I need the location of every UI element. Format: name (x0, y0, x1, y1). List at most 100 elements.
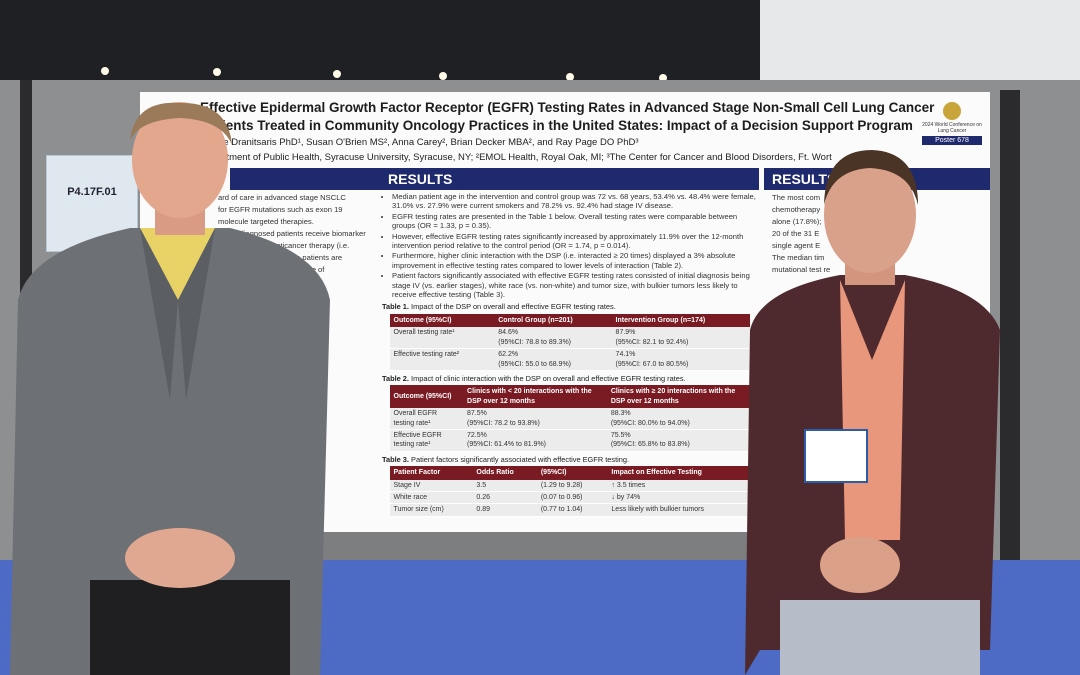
table-cell: (0.77 to 1.04) (536, 503, 608, 517)
bullet: Patient factors significantly associated… (392, 271, 758, 299)
sign-code: P4.17F.01 (67, 186, 117, 198)
column-line: single agent E (772, 241, 821, 250)
cell-line: 87.9% (615, 329, 636, 337)
cell-line: 75.5% (610, 431, 631, 439)
column-line: The most com (772, 193, 821, 202)
data-table: Outcome (95%CI) Clinics with < 20 interac… (389, 385, 751, 452)
table-cell: Stage IV (389, 479, 473, 492)
data-table: Outcome (95%CI) Control Group (n=201) Inte… (389, 313, 751, 371)
table-cell: 75.5% (95%CI: 65.8% to 83.8%) (606, 429, 751, 452)
cell-line: (95%CI: 80.0% to 94.0%) (610, 419, 690, 427)
conference-badge: 2024 World Conference on Lung Cancer Pos… (922, 102, 982, 145)
column-line: for EGFR mutations such as exon 19 (218, 205, 343, 214)
cell-line: Overall EGFR testing rate¹ (393, 410, 438, 427)
table-row: Overall EGFR testing rate¹ 87.5% (95%CI: 7… (389, 408, 751, 430)
header-row: Outcome (95%CI) Control Group (n=201) Inte… (389, 313, 751, 328)
poster-title: Effective Epidermal Growth Factor Recept… (200, 100, 935, 115)
cell-line: ↓ by 74% (611, 493, 641, 501)
table-caption-text: Patient factors significantly associated… (411, 454, 630, 464)
header-cell: Outcome (95%CI) (389, 385, 464, 409)
cell-line: Overall testing rate¹ (393, 329, 455, 337)
table-cell: 62.2% (95%CI: 55.0 to 68.9%) (494, 348, 612, 371)
header-cell: Control Group (n=201) (494, 313, 612, 328)
results-body: Median patient age in the intervention a… (382, 192, 758, 517)
table-cell: Effective testing rate² (389, 348, 495, 371)
conference-name: 2024 World Conference on Lung Cancer (922, 122, 982, 134)
header-cell: Clinics with < 20 interactions with the … (463, 385, 607, 409)
table-cell: 0.26 (472, 491, 537, 505)
bullet: Median patient age in the intervention a… (392, 192, 758, 211)
cell-line: 62.2% (498, 351, 519, 359)
table-cell: White race (389, 491, 473, 505)
side-sign: P4.17F.01 (46, 155, 138, 252)
table-cell: (1.29 to 9.28) (536, 479, 608, 492)
table-cell: Less likely with bulkier tumors (607, 503, 751, 517)
cell-line: 87.5% (467, 410, 487, 418)
bullet: However, effective EGFR testing rates si… (392, 232, 758, 251)
tables: Table 1. Impact of the DSP on overall an… (382, 302, 758, 517)
table-cell: ↑ 3.5 times (607, 479, 751, 492)
cell-line: (95%CI: 78.2 to 93.8%) (467, 419, 540, 427)
table-caption: Table 2. Impact of clinic interaction wi… (382, 374, 758, 383)
table-row: White race 0.26 (0.07 to 0.96) ↓ by 74% (389, 491, 751, 505)
header-cell: Intervention Group (n=174) (611, 313, 751, 328)
results-heading: RESULTS (380, 168, 759, 190)
header-cell: Patient Factor (389, 466, 473, 480)
cell-line: 0.26 (476, 493, 491, 501)
cell-line: (95%CI: 61.4% to 81.9%) (467, 441, 547, 449)
cell-line: (95%CI: 78.8 to 89.3%) (498, 338, 571, 346)
header-cell: Impact on Effective Testing (607, 466, 751, 480)
column-line: The median tim (772, 253, 825, 262)
right-column: The most com chemotherapy alone (17.8%); 20… (772, 192, 830, 276)
bullet: Furthermore, higher clinic interaction w… (392, 251, 758, 270)
table-label: Table 1. (382, 302, 409, 312)
cell-line: (1.29 to 9.28) (540, 481, 583, 489)
table-label: Table 2. (382, 373, 409, 383)
cell-line: Effective testing rate² (393, 351, 460, 359)
header-cell: Clinics with ≥ 20 interactions with the … (606, 385, 751, 409)
header-cell: Outcome (95%CI) (389, 313, 495, 328)
table-cell: Overall EGFR testing rate¹ (389, 408, 464, 430)
data-table: Patient Factor Odds Ratio (95%CI) Impact on… (389, 466, 751, 517)
cell-line: Stage IV (393, 481, 421, 489)
cell-line: Effective EGFR testing rate¹ (393, 431, 442, 449)
table-cell: Tumor size (cm) (389, 503, 473, 517)
table-cell: 87.5% (95%CI: 78.2 to 93.8%) (463, 408, 607, 430)
cell-line: (0.77 to 1.04) (540, 506, 583, 514)
table-caption: Table 3. Patient factors significantly a… (382, 455, 758, 464)
cell-line: (95%CI: 67.0 to 80.5%) (615, 360, 689, 368)
table-cell: 74.1% (95%CI: 67.0 to 80.5%) (611, 348, 751, 371)
column-line: ard of care in advanced stage NSCLC (218, 193, 346, 202)
table-cell: ↓ by 74% (607, 491, 751, 505)
authors: ge Dranitsaris PhD¹, Susan O'Brien MS², … (218, 137, 639, 148)
table-caption: Table 1. Impact of the DSP on overall an… (382, 302, 758, 311)
table-cell: 87.9% (95%CI: 82.1 to 92.4%) (611, 327, 751, 350)
cell-line: 84.6% (498, 329, 519, 337)
poster-number: Poster 678 (922, 136, 982, 145)
column-line: start of first-line anticancer therapy (… (218, 241, 350, 250)
bullet-list: Median patient age in the intervention a… (382, 192, 758, 299)
header-row: Patient Factor Odds Ratio (95%CI) Impact on… (389, 466, 751, 480)
cell-line: 3.5 (476, 481, 487, 489)
table-label: Table 3. (382, 454, 409, 464)
column-line: molecule targeted therapies. (218, 217, 314, 226)
column-line: mutational test re (772, 265, 831, 274)
cell-line: (95%CI: 65.8% to 83.8%) (610, 441, 690, 449)
bullet: EGFR testing rates are presented in the … (392, 212, 758, 231)
table-cell: 88.3% (95%CI: 80.0% to 94.0%) (606, 408, 751, 430)
column-line: newly diagnosed patients receive biomark… (218, 229, 366, 238)
column-line: chemotherapy (772, 205, 821, 214)
cell-line: 88.3% (610, 410, 631, 418)
cell-line: (95%CI: 55.0 to 68.9%) (498, 360, 571, 368)
table-cell: 72.5% (95%CI: 61.4% to 81.9%) (463, 429, 607, 452)
cell-line: 72.5% (467, 431, 487, 439)
table-cell: (0.07 to 0.96) (536, 491, 608, 505)
table-cell: Overall testing rate¹ (389, 327, 495, 350)
table-row: Overall testing rate¹ 84.6% (95%CI: 78.8 t… (389, 327, 751, 350)
table-caption-text: Impact of the DSP on overall and effecti… (411, 302, 616, 312)
header-cell: (95%CI) (536, 466, 608, 480)
cell-line: (0.07 to 0.96) (540, 493, 583, 501)
table-cell: 0.89 (472, 503, 537, 517)
